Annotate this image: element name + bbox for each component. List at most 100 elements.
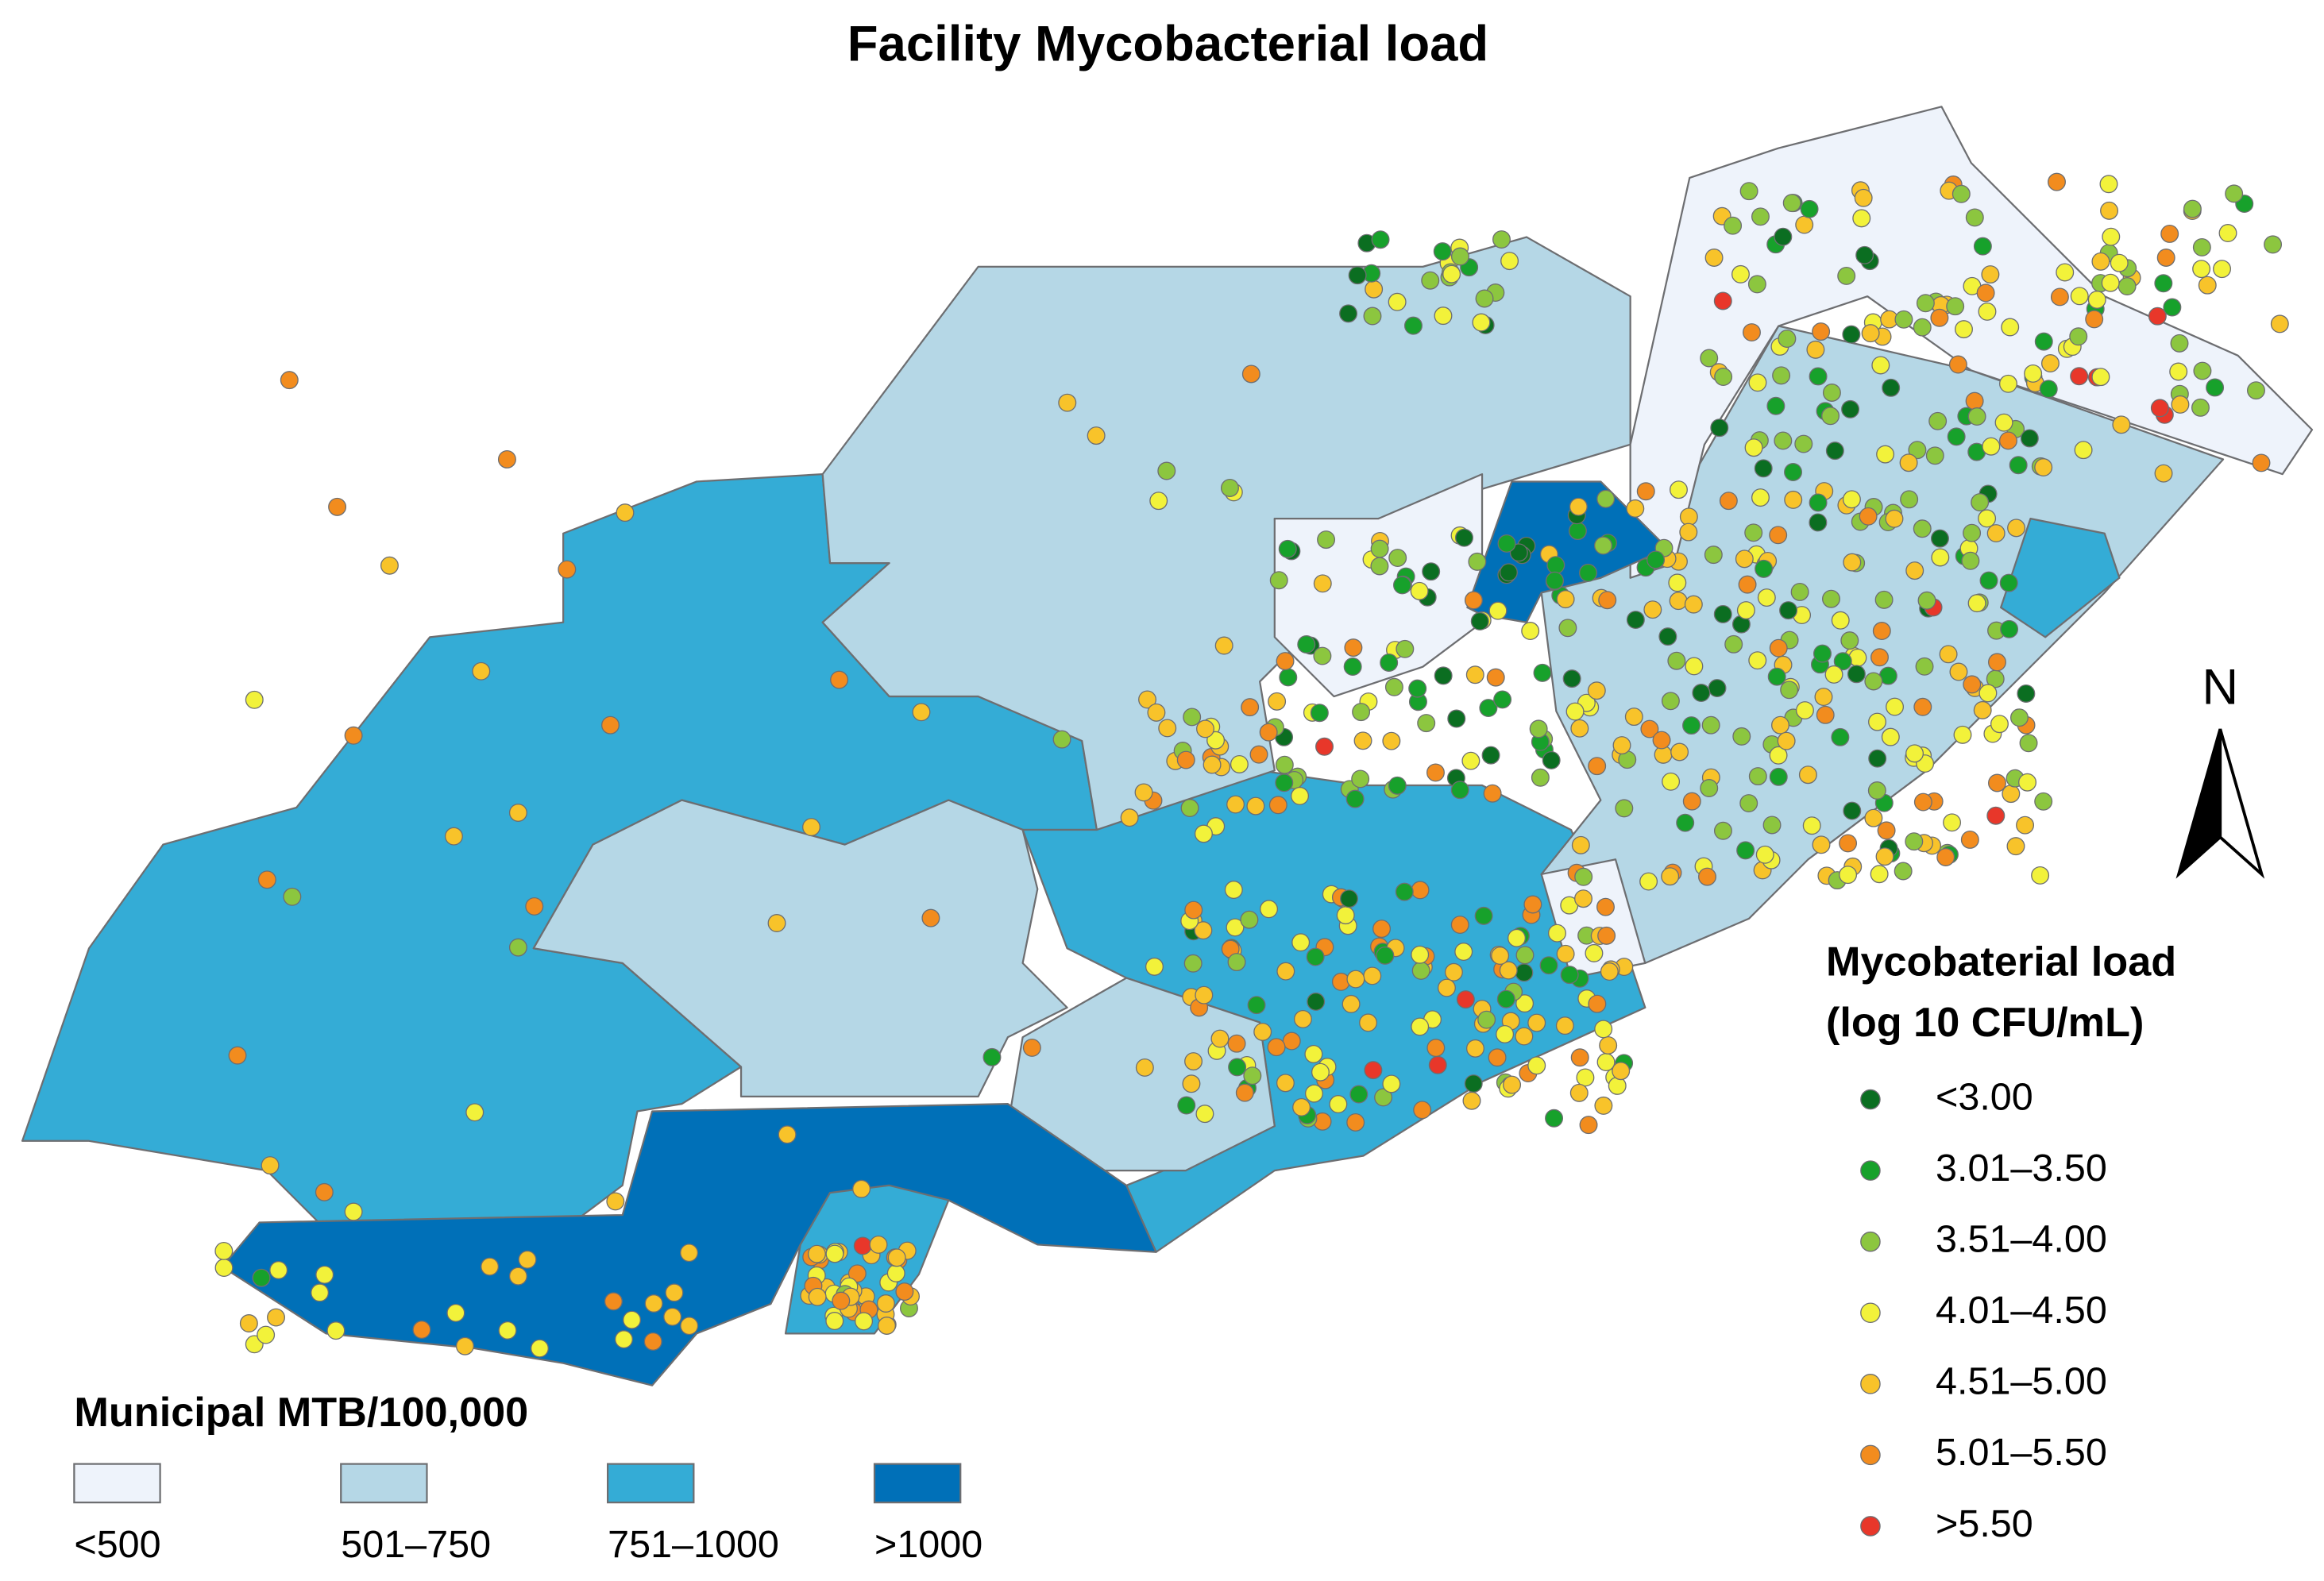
facility-dot [245,690,264,709]
facility-dot [1908,441,1927,460]
facility-dot [380,556,399,575]
facility-dot [1253,1022,1272,1041]
facility-dot [1278,539,1297,558]
facility-dot [1503,1075,1522,1094]
facility-dot [1515,946,1535,965]
facility-dot [1724,216,1743,235]
legend-swatch [1860,1231,1881,1252]
facility-dot [1182,1074,1201,1093]
facility-dot [2031,866,2050,885]
facility-dot [623,1310,642,1329]
facility-dot [1978,302,1997,321]
facility-dot [1307,992,1326,1011]
facility-dot [1988,653,2006,672]
facility-dot [1598,591,1617,610]
facility-dot [1735,549,1754,569]
facility-dot [558,560,577,579]
legend-label: 5.01–5.50 [1936,1431,2107,1474]
facility-dot [1943,813,1962,832]
facility-dot [1840,631,1859,650]
facility-dot [1779,601,1798,620]
facility-dot [2091,252,2110,271]
facility-dot [1670,480,1688,499]
facility-dot [1784,463,1803,481]
facility-dots [214,172,2289,1358]
facility-dot [2074,441,2093,460]
facility-dot [1545,1109,1564,1128]
facility-dot [1515,1027,1534,1046]
facility-dot [508,1267,527,1286]
facility-dot [1562,669,1581,688]
facility-dot [1317,530,1336,549]
facility-dot [1739,794,1758,813]
facility-dot [1434,666,1453,685]
facility-dot [1343,657,1362,676]
facility-dot [1905,744,1924,763]
facility-dot [1488,601,1508,620]
facility-dot [1963,675,1982,694]
facility-dot [1472,313,1491,332]
facility-dot [601,715,620,735]
facility-dot [1346,970,1365,989]
municipal-legend: Municipal MTB/100,000 <500 501–750 751–100… [73,1390,982,1566]
facility-dot [2039,380,2058,399]
facility-dot [1363,966,1382,985]
facility-dot [530,1339,549,1358]
facility-dot [2112,415,2131,434]
facility-dot [315,1182,334,1201]
facility-dot [2198,276,2217,295]
facility-dot [465,1103,484,1122]
facility-dot [1574,867,1593,886]
municipality [532,799,1068,1097]
facility-dot [1669,592,1688,611]
facility-dot [2264,235,2283,254]
facility-dot [1183,954,1203,973]
facility-dot [887,1248,906,1267]
facility-dot [1646,550,1666,569]
facility-dot [1917,591,1936,610]
facility-dot [1282,1032,1301,1051]
legend-swatch [1860,1089,1881,1110]
facility-dot [1364,1061,1383,1080]
facility-dot [1951,184,1971,203]
facility-dot [767,914,786,932]
facility-dot [1928,411,1948,430]
facility-dot [1370,557,1389,576]
facility-dot [311,1283,330,1302]
facility-dot [1652,731,1671,750]
facility-dot [481,1257,500,1276]
legend-label: 3.51–4.00 [1936,1218,2107,1261]
facility-dot [2019,734,2038,753]
facility-dot [1569,497,1588,516]
facility-dot [1515,963,1534,982]
facility-dot [1744,438,1763,457]
facility-dot [1982,437,2001,456]
facility-dot [1594,1096,1613,1115]
facility-dot [847,1264,867,1283]
facility-dot [1224,881,1243,899]
facility-dot [1894,310,1913,329]
facility-dot [1800,199,1819,218]
facility-dot [1465,1039,1484,1058]
legend-swatch [873,1463,962,1504]
facility-dot [1587,681,1606,700]
facility-dot [614,1330,633,1349]
facility-dot [1527,1056,1546,1075]
facility-dot [1825,442,1844,461]
facility-dot [214,1259,234,1278]
facility-dot [1751,207,1770,226]
facility-dot [1859,507,1878,526]
facility-dot [1814,688,1833,707]
facility-dot [1751,488,1770,507]
facility-dot [328,497,347,516]
facility-dot [1145,957,1164,976]
facility-dot [1973,700,1992,719]
facility-dot [1260,900,1279,919]
facility-dot [1913,697,1932,716]
facility-dot [1488,1048,1507,1067]
regions [21,106,2314,1386]
facility-dot [1195,1105,1214,1124]
facility-dot [852,1179,871,1198]
facility-dot [825,1312,844,1330]
facility-dot [1267,1038,1286,1057]
